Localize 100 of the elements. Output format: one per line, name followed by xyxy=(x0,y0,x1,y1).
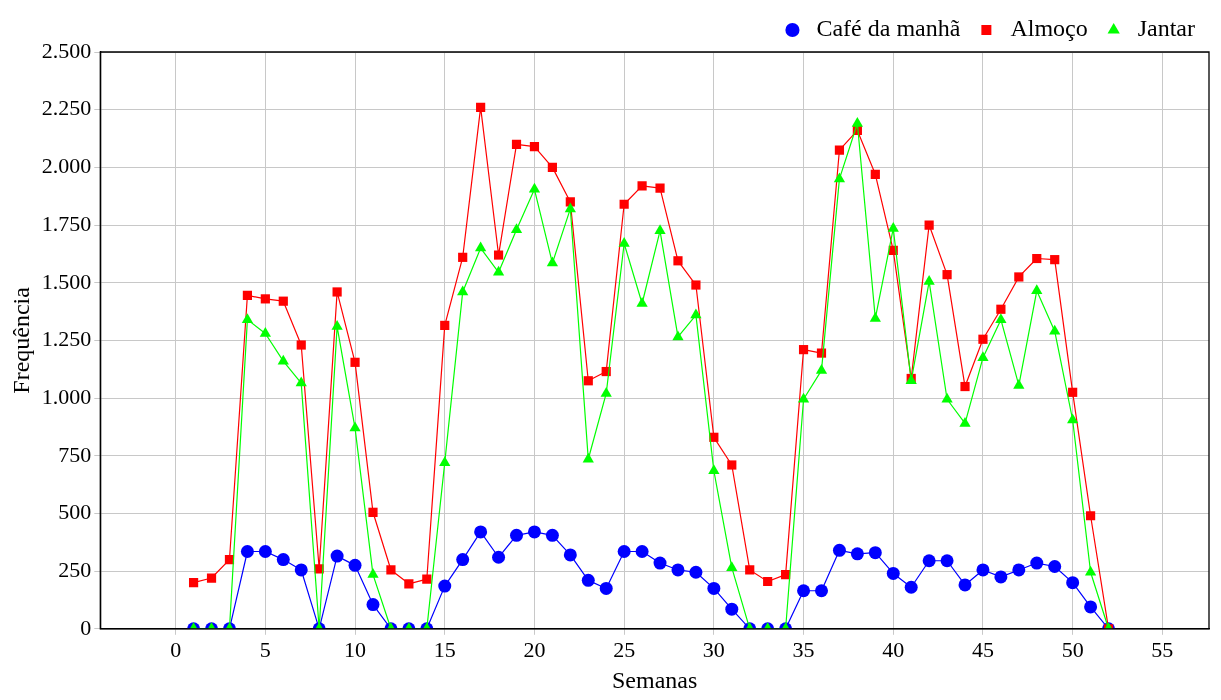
point xyxy=(511,139,522,149)
point xyxy=(386,565,396,575)
point xyxy=(763,576,773,587)
y-tick-label: 2.500 xyxy=(41,37,92,63)
point xyxy=(563,548,577,562)
point xyxy=(276,553,290,567)
point xyxy=(583,376,593,386)
point xyxy=(493,250,504,260)
point xyxy=(422,574,432,584)
point xyxy=(241,313,254,323)
point xyxy=(995,313,1007,323)
point xyxy=(1032,253,1042,264)
point xyxy=(654,224,666,235)
point xyxy=(476,102,486,112)
point xyxy=(366,598,380,612)
point xyxy=(832,543,846,557)
point xyxy=(671,563,685,577)
point xyxy=(960,381,970,392)
point xyxy=(331,320,343,330)
point xyxy=(474,525,488,539)
point xyxy=(564,202,576,213)
point xyxy=(545,528,559,542)
point xyxy=(206,573,217,583)
point xyxy=(294,563,308,577)
point xyxy=(349,421,361,432)
point xyxy=(869,311,881,322)
point xyxy=(510,528,524,542)
point xyxy=(797,392,810,403)
point xyxy=(242,290,253,301)
point xyxy=(1084,600,1098,614)
point xyxy=(1031,284,1043,295)
x-tick-label: 25 xyxy=(613,636,636,662)
point xyxy=(941,392,953,403)
legend-label: Almoço xyxy=(1010,15,1088,42)
point xyxy=(458,252,468,262)
point xyxy=(958,578,972,592)
point xyxy=(529,142,540,152)
point xyxy=(653,556,667,570)
x-tick-label: 10 xyxy=(344,636,367,662)
point xyxy=(691,280,701,290)
x-tick-label: 30 xyxy=(702,636,725,662)
point xyxy=(330,549,344,563)
point xyxy=(814,584,828,598)
point xyxy=(745,565,755,575)
point xyxy=(599,581,613,595)
point xyxy=(978,334,988,344)
point xyxy=(996,304,1006,314)
point xyxy=(510,223,523,233)
point xyxy=(456,553,470,567)
point xyxy=(977,351,989,361)
point xyxy=(922,554,936,568)
point xyxy=(440,320,450,330)
point xyxy=(296,340,306,350)
point xyxy=(1086,511,1096,521)
y-tick-label: 0 xyxy=(80,614,92,640)
point xyxy=(618,237,630,247)
point xyxy=(260,294,270,304)
x-tick-label: 40 xyxy=(882,636,905,662)
point xyxy=(797,584,811,598)
point xyxy=(367,568,379,578)
legend-label: Jantar xyxy=(1137,15,1196,42)
point xyxy=(1049,324,1061,335)
point xyxy=(350,357,360,367)
point xyxy=(959,416,971,427)
y-tick-label: 1.250 xyxy=(41,326,92,352)
point xyxy=(924,220,934,230)
y-tick-label: 2.000 xyxy=(41,153,92,179)
y-tick-label: 250 xyxy=(58,556,92,582)
x-tick-label: 35 xyxy=(792,636,815,662)
point xyxy=(904,580,918,594)
y-tick-label: 1.000 xyxy=(41,383,92,409)
point xyxy=(547,162,557,172)
x-axis-title: Semanas xyxy=(611,666,698,693)
point xyxy=(492,550,506,564)
x-tick-label: 20 xyxy=(523,636,546,662)
point xyxy=(834,145,845,155)
point xyxy=(259,326,271,337)
point xyxy=(635,545,649,559)
point xyxy=(1048,560,1062,574)
point xyxy=(1066,576,1080,590)
point xyxy=(475,241,487,252)
point xyxy=(707,581,721,595)
point xyxy=(798,345,809,355)
point xyxy=(348,558,362,572)
point xyxy=(240,545,254,559)
y-tick-label: 1.500 xyxy=(41,268,92,294)
x-tick-label: 15 xyxy=(433,636,456,662)
point xyxy=(689,565,703,579)
point xyxy=(404,579,414,589)
point xyxy=(708,464,720,475)
y-tick-label: 2.250 xyxy=(41,95,92,121)
point xyxy=(258,545,272,559)
point xyxy=(600,386,612,397)
point xyxy=(976,563,990,577)
point xyxy=(439,456,451,466)
point xyxy=(278,296,288,306)
point xyxy=(726,561,738,571)
point xyxy=(295,376,307,387)
point xyxy=(868,546,882,560)
point xyxy=(277,354,289,365)
